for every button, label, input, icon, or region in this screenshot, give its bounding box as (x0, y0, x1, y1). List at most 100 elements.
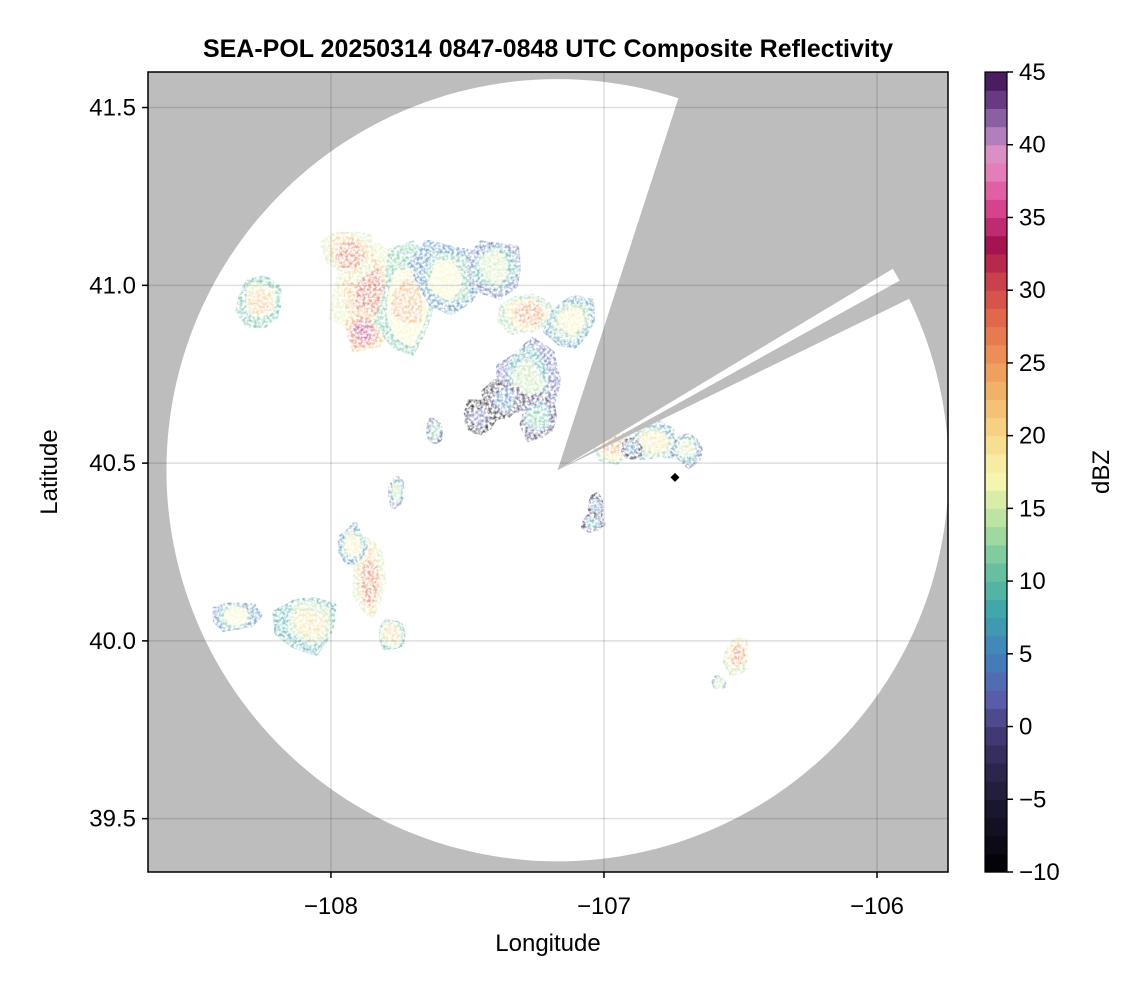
colorbar-segment (985, 381, 1007, 400)
colorbar-segment (985, 253, 1007, 273)
echo-layer (223, 607, 248, 626)
colorbar-segment (985, 144, 1007, 164)
colorbar-segment (985, 672, 1007, 691)
colorbar-segment (985, 453, 1007, 473)
colorbar-segment (985, 181, 1007, 200)
radar-site-marker (670, 472, 680, 482)
colorbar-segment (985, 690, 1007, 709)
echo-cell-5 (467, 240, 521, 300)
colorbar-segment (985, 344, 1007, 364)
colorbar-segment (985, 835, 1007, 855)
colorbar-segment (985, 199, 1007, 219)
colorbar-segment (985, 326, 1007, 346)
y-axis-label: Latitude (36, 429, 63, 514)
echo-layer (676, 438, 696, 458)
colorbar-tick-label: 20 (1019, 423, 1046, 450)
echo-cell-25 (723, 637, 751, 676)
colorbar-segment (985, 562, 1007, 582)
colorbar-segment (985, 817, 1007, 837)
colorbar-tick-label: 40 (1019, 132, 1046, 159)
colorbar-segment (985, 217, 1007, 237)
colorbar-segment (985, 490, 1007, 509)
echo-cell-12 (426, 417, 443, 444)
colorbar-segment (985, 762, 1007, 782)
colorbar-tick-label: 5 (1019, 641, 1032, 668)
echo-layer (246, 289, 272, 317)
echo-layer (557, 306, 585, 335)
y-tick-label: 40.0 (89, 628, 136, 655)
echo-cell-6 (497, 293, 554, 335)
y-tick-label: 41.0 (89, 272, 136, 299)
colorbar-ticks: −10 −5 0 5 10 15 20 25 30 35 40 45 (1007, 59, 1060, 886)
colorbar-segment (985, 362, 1007, 382)
echo-cell-23 (378, 618, 406, 651)
colorbar-segment (985, 417, 1007, 437)
colorbar-segment (985, 435, 1007, 455)
x-axis-ticks: −108 −107 −106 (304, 872, 904, 920)
echo-layer (427, 260, 462, 301)
echo-layer (639, 431, 669, 453)
colorbar-segment (985, 544, 1007, 564)
echo-cell-1 (320, 229, 375, 283)
colorbar-tick-label: −5 (1019, 786, 1046, 813)
echo-layer (391, 482, 402, 502)
colorbar-segment (985, 744, 1007, 764)
colorbar-segment (985, 799, 1007, 819)
echo-layer (293, 609, 325, 639)
echo-layer (383, 623, 400, 642)
echo-cell-4 (408, 239, 487, 316)
echo-cell-22 (272, 596, 337, 656)
y-tick-label: 40.5 (89, 450, 136, 477)
echo-cell-20 (352, 535, 387, 620)
colorbar-segment (985, 781, 1007, 800)
x-tick-label: −107 (577, 893, 631, 920)
colorbar-frame (984, 71, 1008, 873)
colorbar-segment (985, 72, 1007, 91)
reflectivity-echoes (209, 229, 751, 692)
echo-layer (730, 643, 746, 668)
echo-cell-24 (209, 602, 263, 633)
colorbar-segment (985, 635, 1007, 655)
echo-layer (514, 301, 545, 326)
colorbar-segment (985, 581, 1007, 600)
colorbar-segment (985, 108, 1007, 128)
echo-layer (586, 517, 601, 530)
colorbar (984, 71, 1008, 873)
echo-cell-21 (337, 521, 368, 565)
echo-cell-19 (580, 512, 606, 533)
colorbar-segment (985, 272, 1007, 291)
colorbar-tick-label: 30 (1019, 277, 1046, 304)
colorbar-segment (985, 162, 1007, 182)
colorbar-segment (985, 708, 1007, 728)
colorbar-segment (985, 526, 1007, 546)
plot-area (148, 72, 948, 872)
echo-layer (714, 678, 724, 689)
chart-title: SEA-POL 20250314 0847-0848 UTC Composite… (203, 35, 893, 63)
colorbar-segment (985, 290, 1007, 309)
echo-layer (344, 534, 361, 556)
echo-cell-9 (481, 379, 531, 421)
echo-cell-16 (671, 433, 703, 469)
colorbar-segment (985, 308, 1007, 328)
echo-cell-13 (235, 274, 282, 329)
colorbar-segment (985, 726, 1007, 746)
colorbar-segment (985, 653, 1007, 673)
colorbar-tick-label: 35 (1019, 204, 1046, 231)
colorbar-tick-label: 0 (1019, 714, 1032, 741)
echo-cell-17 (620, 437, 643, 460)
echo-cell-7 (543, 294, 596, 349)
echo-cell-10 (519, 392, 558, 443)
colorbar-tick-label: 15 (1019, 495, 1046, 522)
echo-layer (624, 442, 638, 455)
plot-frame (147, 71, 949, 873)
echo-layer (478, 250, 508, 286)
echo-layer (335, 239, 366, 269)
echo-layer (390, 275, 423, 324)
grid-lines (148, 72, 948, 872)
colorbar-segment (985, 508, 1007, 528)
x-axis-label: Longitude (495, 930, 600, 957)
echo-cell-26 (388, 476, 405, 509)
echo-layer (361, 560, 378, 606)
colorbar-segment (985, 853, 1007, 873)
